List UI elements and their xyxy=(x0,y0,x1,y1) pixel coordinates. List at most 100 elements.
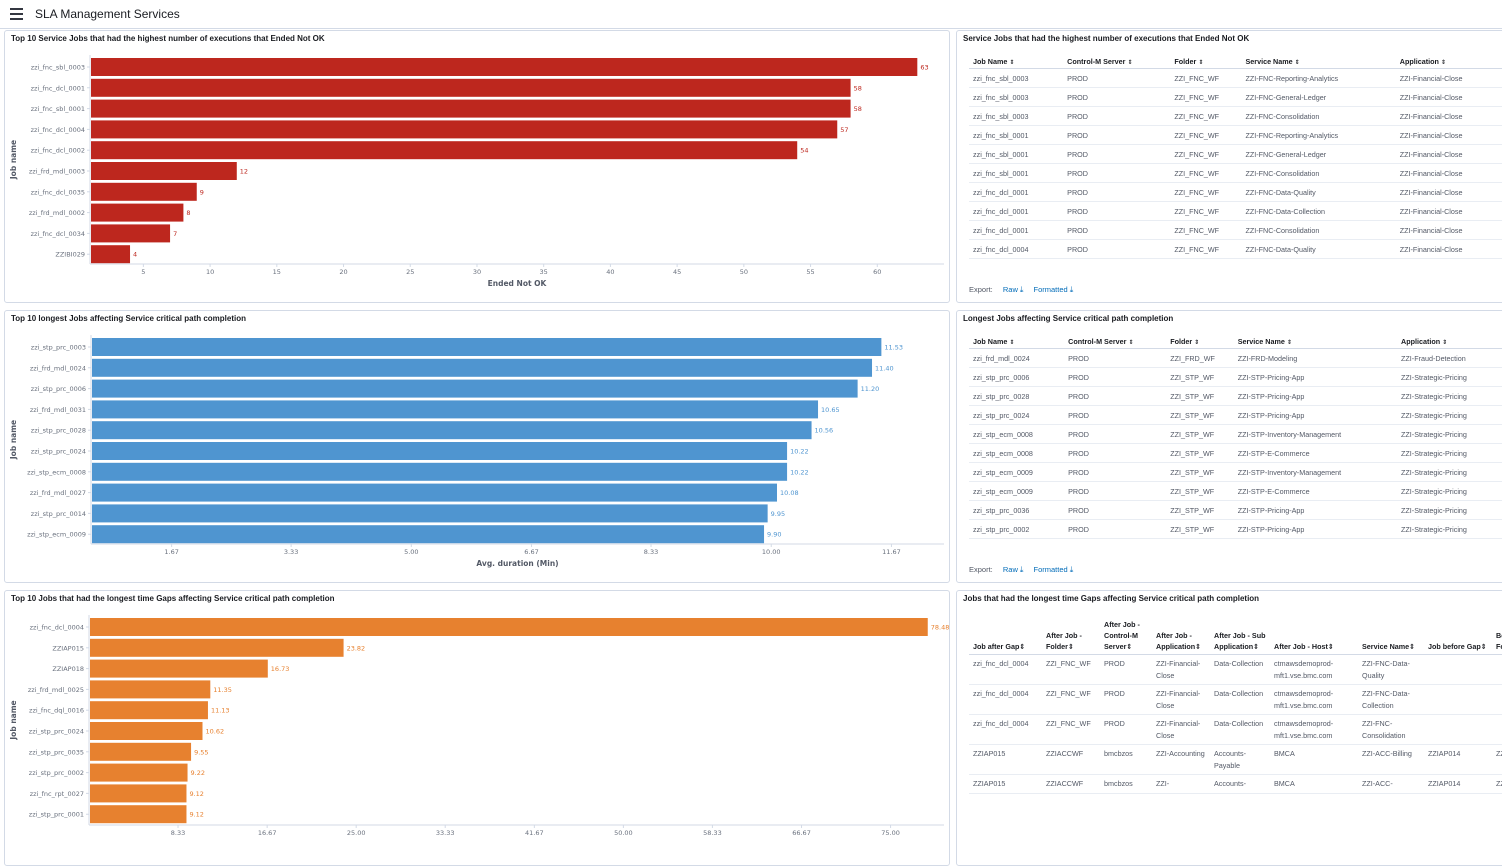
column-header[interactable]: Job after Gap⇕ xyxy=(969,617,1042,655)
column-header[interactable]: After Job - Host⇕ xyxy=(1270,617,1358,655)
x-axis-title: Avg. duration (Min) xyxy=(476,559,558,568)
table-cell: ZZI-FNC-Data-Quality xyxy=(1358,654,1424,685)
export-formatted-label: Formatted xyxy=(1033,285,1068,294)
panel-title: Top 10 longest Jobs affecting Service cr… xyxy=(11,314,247,323)
bar-value-label: 54 xyxy=(800,147,808,155)
table-row: zzi_stp_prc_0028 PROD ZZI_STP_WF ZZI-STP-Pr… xyxy=(969,386,1502,406)
table-cell: ZZI-Accounting xyxy=(1152,744,1210,775)
table-cell: ZZI-Financial-Close xyxy=(1395,125,1502,145)
column-header-label: Service Name xyxy=(1237,337,1285,346)
sort-icon: ⇕ xyxy=(1327,642,1334,651)
sort-icon: ⇕ xyxy=(1128,340,1134,346)
table-cell: PROD xyxy=(1064,424,1167,444)
column-header[interactable]: Job before Gap⇕ xyxy=(1424,617,1492,655)
table-cell: ZZI-FNC-Reporting-Analytics xyxy=(1241,68,1396,88)
column-header-label: Job after Gap xyxy=(973,642,1020,651)
table-cell: ZZI_STP_WF xyxy=(1166,481,1234,501)
category-label: zzi_fnc_sbl_0003 xyxy=(31,64,85,72)
column-header[interactable]: After Job - Folder⇕ xyxy=(1042,617,1100,655)
table-cell: PROD xyxy=(1064,519,1167,539)
column-header[interactable]: After Job - Control-M Server⇕ xyxy=(1100,617,1152,655)
table-cell: BMCA xyxy=(1270,744,1358,775)
panel-title: Service Jobs that had the highest number… xyxy=(963,34,1250,43)
bar xyxy=(91,99,851,118)
column-header[interactable]: Application ⇕ xyxy=(1395,55,1502,69)
bar-value-label: 11.13 xyxy=(211,707,230,715)
column-header[interactable]: Service Name⇕ xyxy=(1358,617,1424,655)
panel-not-ok-table: Service Jobs that had the highest number… xyxy=(956,30,1502,303)
column-header[interactable]: Folder ⇕ xyxy=(1170,55,1242,69)
bar xyxy=(92,421,812,440)
panel-gaps-table: Jobs that had the longest time Gaps affe… xyxy=(956,590,1502,866)
bar xyxy=(92,358,873,377)
table-cell: ZZI-STP-Inventory-Management xyxy=(1233,424,1398,444)
table-cell: ZZI_STP_WF xyxy=(1166,443,1234,463)
table-cell: ZZIACCWF xyxy=(1042,744,1100,775)
table-cell: zzi_stp_ecm_0009 xyxy=(969,481,1065,501)
sort-icon: ⇕ xyxy=(1442,340,1448,346)
bar-value-label: 10.65 xyxy=(821,406,840,414)
hamburger-menu-icon[interactable] xyxy=(10,8,23,20)
export-raw-link[interactable]: Raw ⤓ xyxy=(1003,565,1024,574)
table-row: zzi_fnc_dcl_0001 PROD ZZI_FNC_WF ZZI-FNC-Da… xyxy=(969,182,1502,202)
export-formatted-link[interactable]: Formatted ⤓ xyxy=(1034,285,1074,294)
table-cell: zzi_stp_prc_0002 xyxy=(969,519,1065,539)
table-cell: ZZI-Financial-Close xyxy=(1395,144,1502,164)
x-tick-label: 8.33 xyxy=(644,548,658,556)
sort-icon: ⇕ xyxy=(1480,642,1487,651)
table-cell: PROD xyxy=(1064,367,1167,387)
y-axis-title: Job name xyxy=(9,140,18,180)
table-cell: ZZ xyxy=(1492,744,1502,775)
table-cell: PROD xyxy=(1064,348,1167,368)
table-cell: ZZI_FNC_WF xyxy=(1042,714,1100,745)
column-header[interactable]: Folder ⇕ xyxy=(1166,335,1234,349)
table-row: zzi_fnc_dcl_0004 ZZI_FNC_WF PROD ZZI-Financ… xyxy=(969,654,1502,685)
bar-value-label: 11.53 xyxy=(884,344,903,352)
column-header[interactable]: Service Name⇕ xyxy=(1241,55,1396,69)
table-cell: ZZI_FNC_WF xyxy=(1170,106,1242,126)
download-icon: ⤓ xyxy=(1019,565,1024,574)
bar xyxy=(91,78,851,97)
table-cell: PROD xyxy=(1100,684,1152,715)
column-header[interactable]: After Job - Application⇕ xyxy=(1152,617,1210,655)
table-cell: ZZI_FNC_WF xyxy=(1170,68,1242,88)
column-header[interactable]: Service Name⇕ xyxy=(1233,335,1398,349)
x-tick-label: 45 xyxy=(673,268,681,276)
column-header[interactable]: Job Name ⇕ xyxy=(969,55,1064,69)
table-cell: PROD xyxy=(1064,386,1167,406)
column-header[interactable]: Application ⇕ xyxy=(1397,335,1502,349)
table-row: zzi_stp_prc_0002 PROD ZZI_STP_WF ZZI-STP-Pr… xyxy=(969,519,1502,539)
category-label: zzi_stp_prc_0002 xyxy=(29,769,84,777)
column-header[interactable]: Be Fo xyxy=(1492,617,1502,655)
column-header[interactable]: After Job - Sub Application⇕ xyxy=(1210,617,1270,655)
x-tick-label: 41.67 xyxy=(525,829,544,837)
sort-icon: ⇕ xyxy=(1409,642,1416,651)
table-cell: ZZI_FNC_WF xyxy=(1170,239,1242,259)
x-tick-label: 10.00 xyxy=(762,548,781,556)
table-cell: ZZIAP015 xyxy=(969,774,1042,794)
table-cell: ZZI- xyxy=(1152,774,1210,794)
x-tick-label: 5 xyxy=(141,268,145,276)
column-header[interactable]: Control-M Server ⇕ xyxy=(1063,55,1171,69)
export-raw-label: Raw xyxy=(1002,285,1018,294)
export-raw-link[interactable]: Raw ⤓ xyxy=(1003,285,1024,294)
table-cell: ZZ xyxy=(1492,774,1502,794)
category-label: zzi_frd_mdl_0002 xyxy=(29,209,85,217)
longest-bar-chart: 11.53 zzi_stp_prc_0003 11.40 zzi_frd_mdl_00… xyxy=(9,335,944,568)
column-header-label: Application xyxy=(1401,337,1441,346)
column-header[interactable]: Control-M Server ⇕ xyxy=(1064,335,1167,349)
table-cell: zzi_fnc_sbl_0003 xyxy=(969,106,1064,126)
bar xyxy=(90,680,211,699)
table-cell: PROD xyxy=(1100,714,1152,745)
category-label: zzi_stp_prc_0001 xyxy=(29,811,84,819)
column-header[interactable]: Job Name ⇕ xyxy=(969,335,1065,349)
export-formatted-link[interactable]: Formatted ⤓ xyxy=(1034,565,1074,574)
table-cell: Data-Collection xyxy=(1210,714,1270,745)
x-tick-label: 30 xyxy=(473,268,481,276)
table-cell: ZZI_FNC_WF xyxy=(1170,182,1242,202)
column-header-label: After Job - Sub Application xyxy=(1214,631,1266,651)
panel-longest-chart: Top 10 longest Jobs affecting Service cr… xyxy=(4,310,950,583)
table-cell: zzi_stp_ecm_0009 xyxy=(969,462,1065,482)
bar-value-label: 11.20 xyxy=(861,385,880,393)
bar xyxy=(90,784,187,803)
